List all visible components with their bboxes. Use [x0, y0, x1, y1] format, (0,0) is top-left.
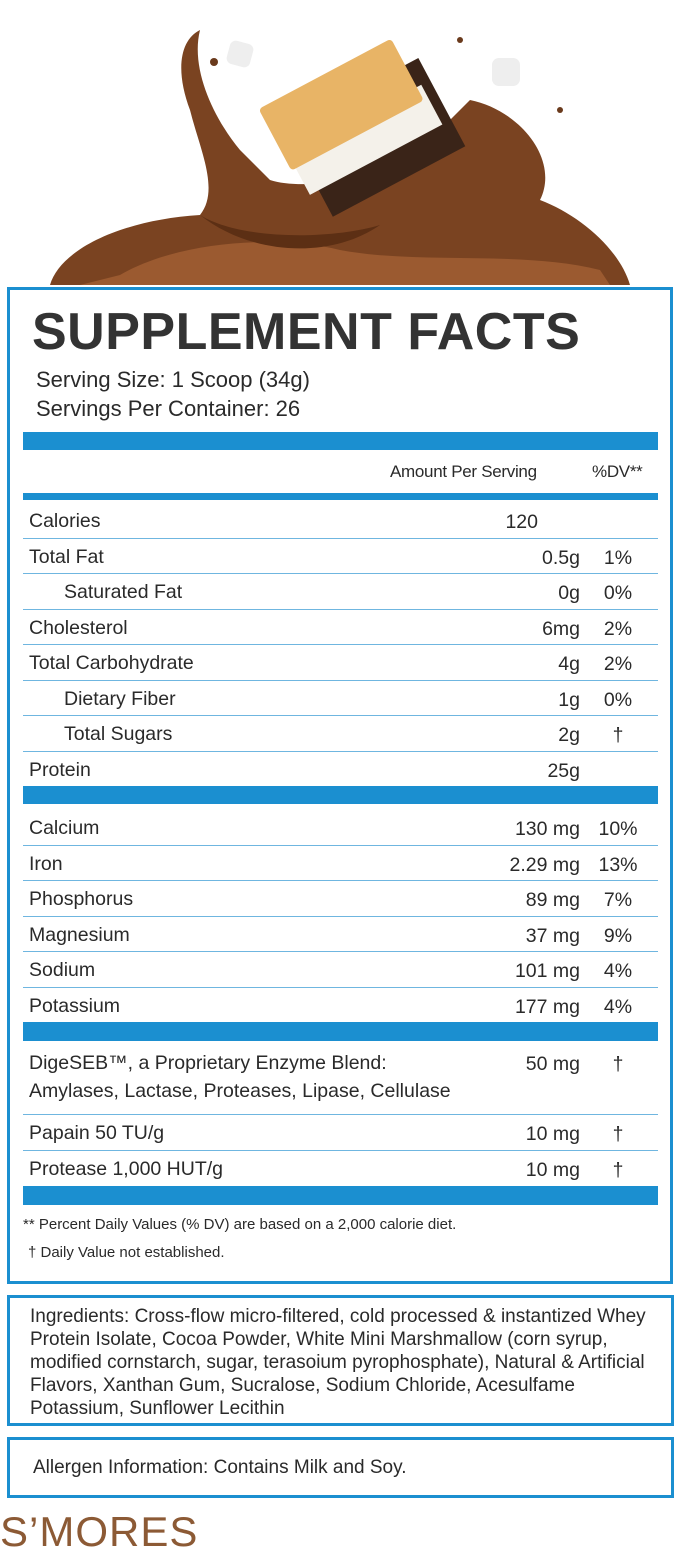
divider-bar: [23, 493, 658, 500]
nutrient-amount: 10 mg: [525, 1123, 580, 1145]
nutrient-name: DigeSEB™, a Proprietary Enzyme Blend:: [29, 1052, 387, 1074]
nutrient-amount: 0g: [558, 582, 580, 604]
nutrient-dv: 13%: [598, 853, 638, 876]
nutrient-amount: 50 mg: [525, 1053, 580, 1075]
amount-header: Amount Per Serving: [390, 462, 537, 481]
nutrient-row: Protein 25g: [23, 752, 658, 788]
nutrient-dv: †: [612, 724, 624, 746]
ingredients-text: Ingredients: Cross-flow micro-filtered, …: [30, 1306, 646, 1419]
nutrient-name: Total Fat: [29, 545, 104, 568]
nutrient-amount: 130 mg: [514, 818, 580, 840]
nutrient-amount: 120: [505, 511, 538, 533]
nutrient-dv: 2%: [603, 617, 633, 640]
nutrient-amount: 2g: [558, 724, 580, 746]
nutrient-row: Saturated Fat 0g 0%: [23, 574, 658, 610]
footnote-dv: ** Percent Daily Values (% DV) are based…: [23, 1216, 457, 1233]
divider-bar: [23, 432, 658, 450]
nutrient-row: Potassium 177 mg 4%: [23, 988, 658, 1024]
nutrient-amount: 10 mg: [525, 1158, 580, 1181]
nutrient-dv: 9%: [603, 924, 633, 947]
nutrient-row: Sodium 101 mg 4%: [23, 952, 658, 988]
nutrient-dv: 1%: [603, 546, 633, 569]
divider-bar: [23, 1022, 658, 1041]
nutrient-name: Protease 1,000 HUT/g: [29, 1157, 224, 1180]
divider-bar: [23, 1186, 658, 1205]
smores-chocolate-splash-image: [50, 30, 630, 285]
nutrient-row: Iron 2.29 mg 13%: [23, 846, 658, 881]
nutrient-dv: 4%: [603, 960, 633, 982]
dv-header: %DV**: [592, 462, 643, 481]
nutrient-name: Protein: [29, 758, 91, 781]
nutrient-dv: †: [612, 1123, 624, 1145]
nutrient-name: Potassium: [29, 994, 121, 1017]
nutrient-subtext: Amylases, Lactase, Proteases, Lipase, Ce…: [29, 1080, 451, 1102]
nutrient-row: Papain 50 TU/g 10 mg †: [23, 1115, 658, 1151]
nutrient-amount: 1g: [558, 688, 580, 711]
nutrient-name: Sodium: [29, 959, 96, 981]
nutrient-row: Total Carbohydrate 4g 2%: [23, 645, 658, 681]
nutrient-dv: 0%: [603, 582, 633, 604]
nutrient-dv: 4%: [603, 995, 633, 1018]
nutrient-name: Cholesterol: [29, 616, 128, 639]
nutrient-name: Magnesium: [29, 923, 130, 946]
footnote-dagger: † Daily Value not established.: [28, 1244, 225, 1261]
panel-title: SUPPLEMENT FACTS: [32, 303, 581, 361]
nutrient-name: Dietary Fiber: [64, 687, 176, 710]
nutrient-dv: †: [612, 1158, 624, 1181]
nutrient-amount: 101 mg: [514, 960, 580, 982]
nutrient-row: Calcium 130 mg 10%: [23, 810, 658, 846]
nutrient-amount: 25g: [547, 759, 580, 782]
nutrient-name: Iron: [29, 852, 63, 875]
servings-per-container: Servings Per Container: 26: [36, 396, 301, 421]
nutrient-row: Magnesium 37 mg 9%: [23, 917, 658, 952]
divider-bar: [23, 786, 658, 804]
ingredients-box: Ingredients: Cross-flow micro-filtered, …: [7, 1295, 674, 1426]
serving-size: Serving Size: 1 Scoop (34g): [36, 367, 310, 392]
nutrient-name: Saturated Fat: [64, 581, 183, 603]
nutrient-amount: 37 mg: [525, 924, 580, 947]
nutrient-amount: 4g: [558, 653, 580, 675]
nutrient-name: Total Carbohydrate: [29, 652, 194, 674]
nutrient-dv: 7%: [603, 889, 633, 911]
nutrient-row: Cholesterol 6mg 2%: [23, 610, 658, 645]
nutrient-name: Phosphorus: [29, 888, 134, 910]
nutrient-row: DigeSEB™, a Proprietary Enzyme Blend: Amy…: [23, 1045, 658, 1115]
nutrient-name: Papain 50 TU/g: [29, 1122, 165, 1144]
nutrient-row: Dietary Fiber 1g 0%: [23, 681, 658, 716]
nutrient-name: Calcium: [29, 817, 100, 839]
nutrient-amount: 6mg: [542, 617, 580, 640]
nutrient-row: Calories 120: [23, 503, 658, 539]
nutrient-row: Total Fat 0.5g 1%: [23, 539, 658, 574]
nutrient-dv: 0%: [603, 688, 633, 711]
supplement-facts-panel: SUPPLEMENT FACTS Serving Size: 1 Scoop (…: [7, 287, 673, 1284]
nutrient-name: Total Sugars: [64, 723, 173, 745]
allergen-text: Allergen Information: Contains Milk and …: [33, 1457, 407, 1478]
allergen-box: Allergen Information: Contains Milk and …: [7, 1437, 674, 1498]
nutrient-name: Calories: [29, 510, 101, 532]
nutrient-row: Phosphorus 89 mg 7%: [23, 881, 658, 917]
nutrient-dv: 2%: [603, 653, 633, 675]
nutrient-dv: 10%: [598, 818, 638, 840]
nutrient-row: Total Sugars 2g †: [23, 716, 658, 752]
nutrient-amount: 0.5g: [542, 546, 580, 569]
flavor-name: S’MORES: [0, 1508, 199, 1555]
nutrient-row: Protease 1,000 HUT/g 10 mg †: [23, 1151, 658, 1187]
nutrient-amount: 89 mg: [525, 889, 580, 911]
nutrient-amount: 2.29 mg: [509, 853, 580, 876]
nutrient-amount: 177 mg: [514, 995, 580, 1018]
nutrient-dv: †: [612, 1053, 624, 1075]
